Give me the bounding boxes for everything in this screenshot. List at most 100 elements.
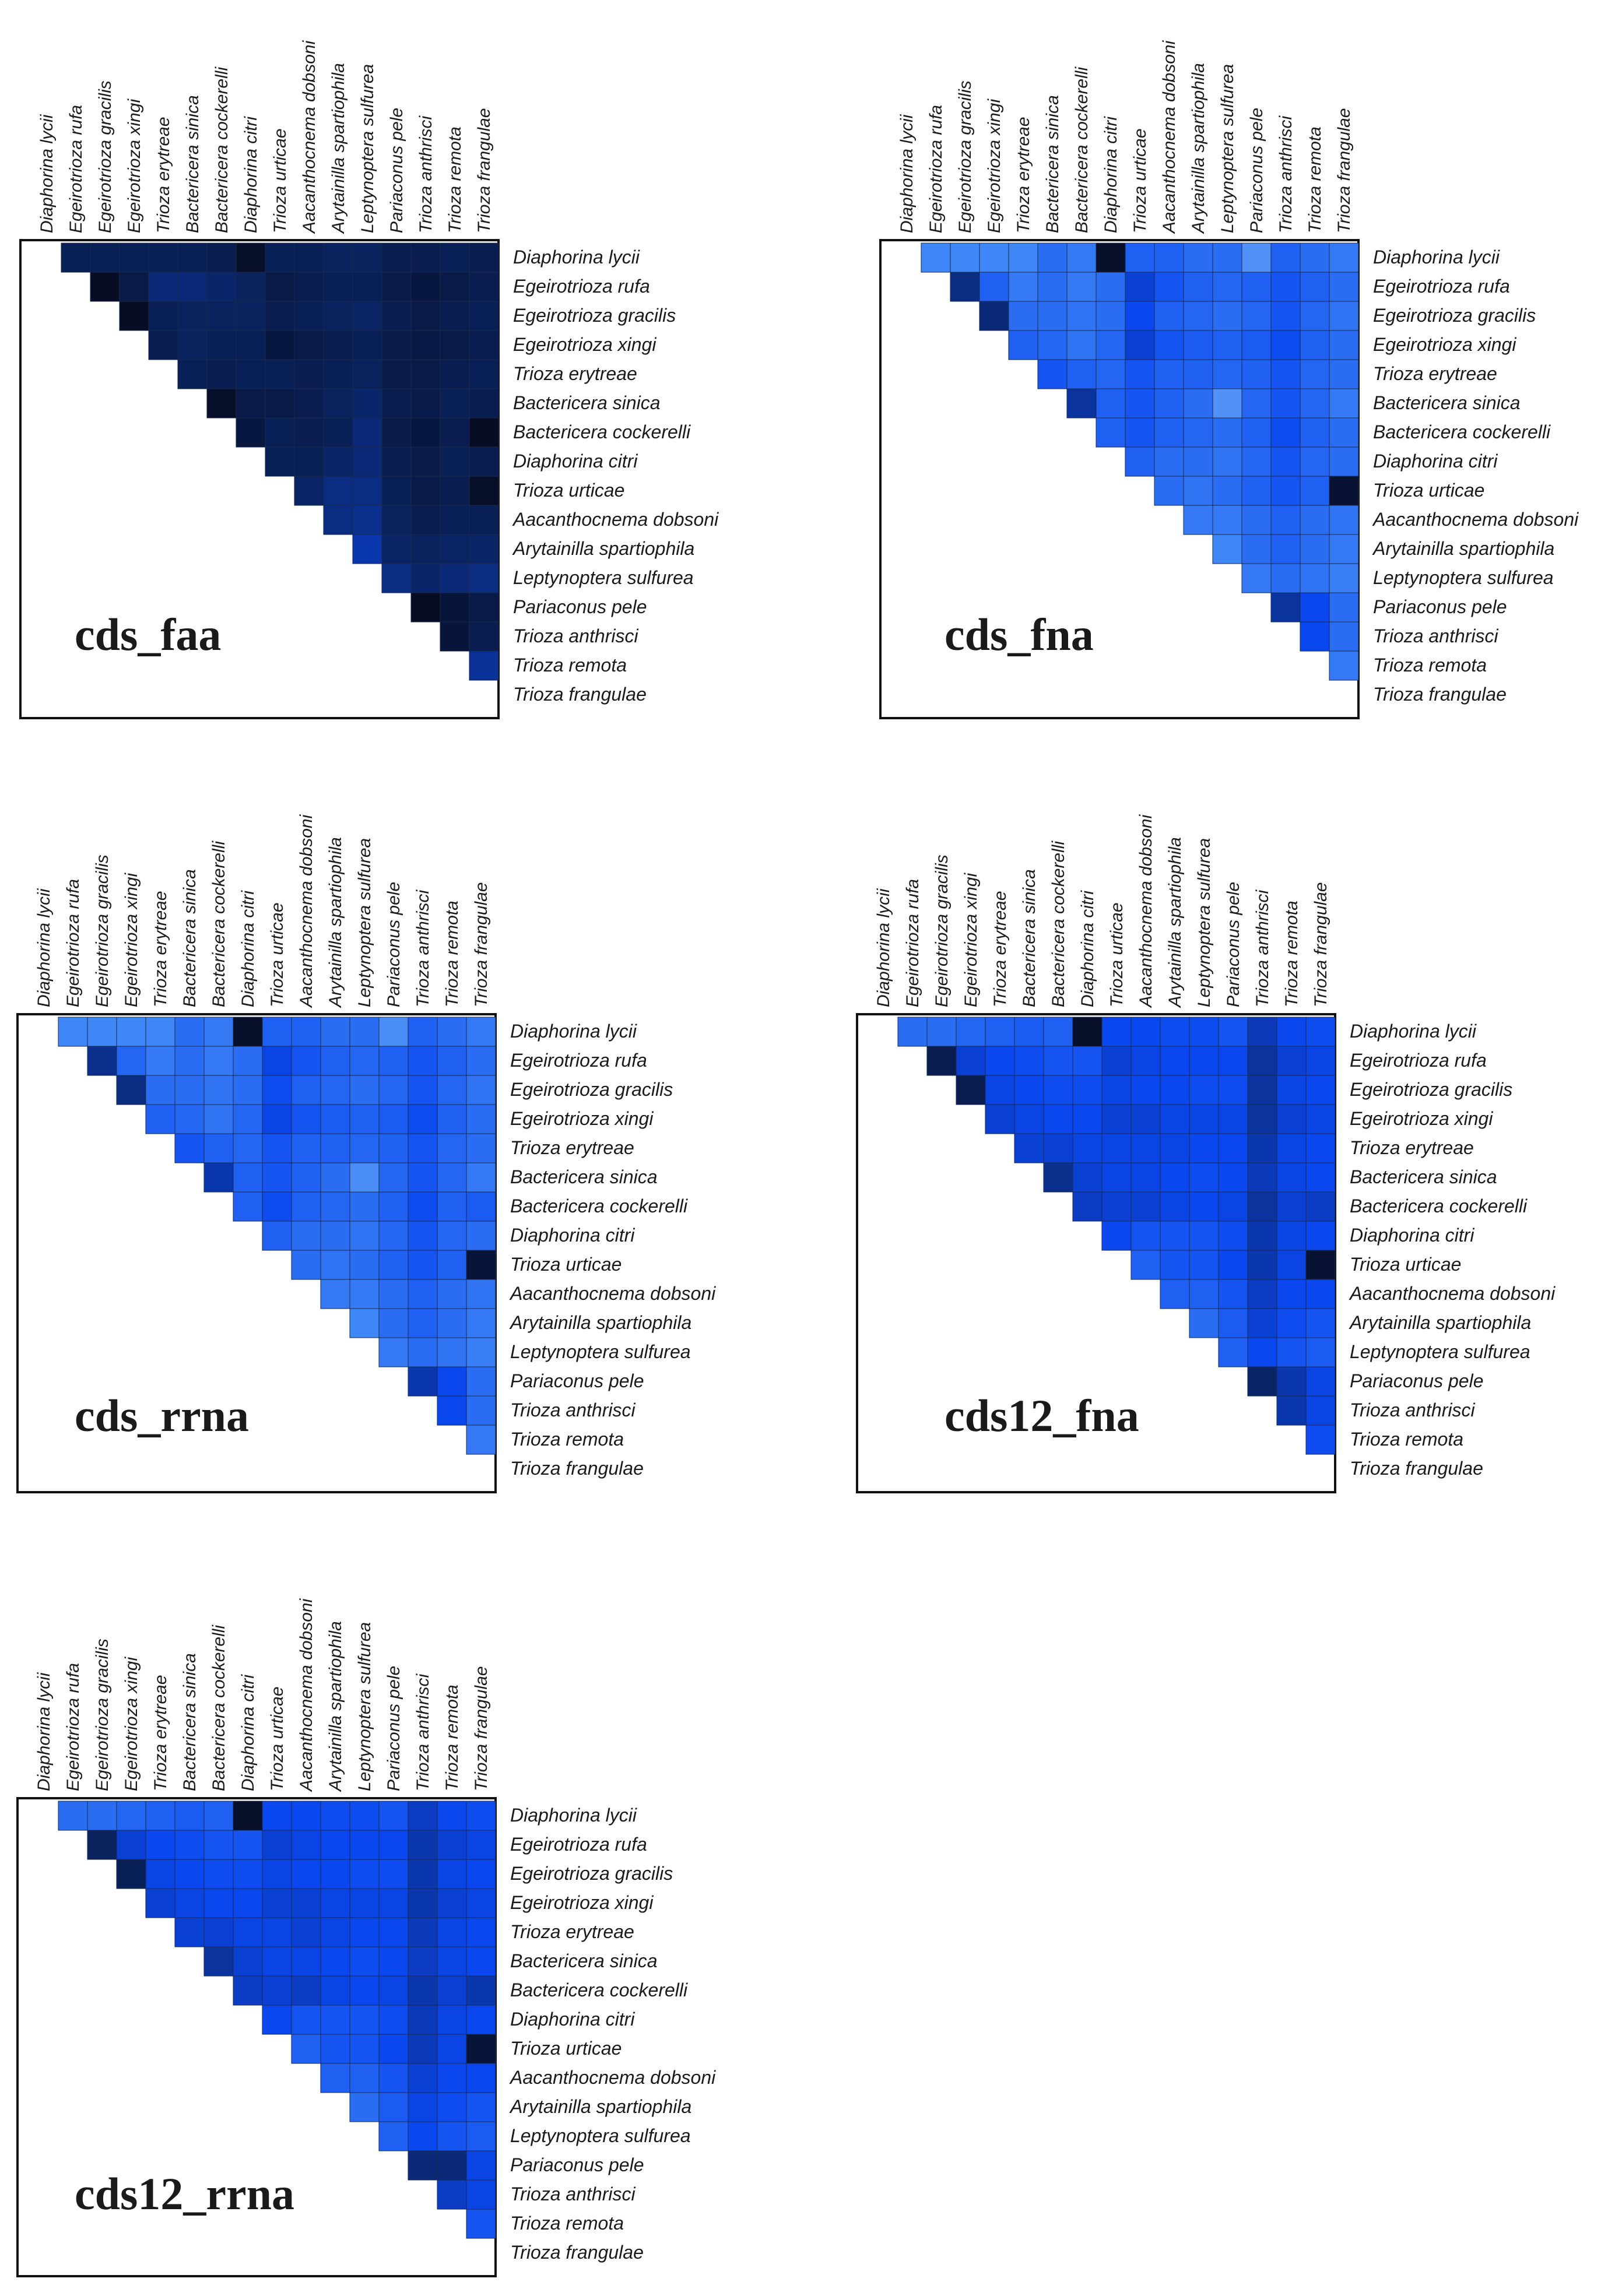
column-label: Arytainilla spartiophila (326, 1621, 345, 1792)
heatmap-cell-14-3 (440, 330, 470, 360)
column-label: Bactericera sinica (1043, 95, 1062, 233)
heatmap-cell-2-0 (950, 242, 980, 273)
heatmap-cell-12-3 (381, 330, 412, 360)
heatmap-cell-5-1 (177, 272, 208, 302)
heatmap-cell-14-5 (437, 1946, 467, 1977)
row-label: Trioza remota (510, 2213, 624, 2234)
heatmap-cell-15-5 (466, 1162, 496, 1193)
column-label: Bactericera cockerelli (212, 66, 231, 233)
heatmap-cell-8-5 (1101, 1162, 1132, 1193)
heatmap-cell-15-8 (469, 476, 499, 506)
row-label: Arytainilla spartiophila (1372, 538, 1554, 559)
heatmap-cell-11-4 (352, 359, 382, 389)
column-label: Pariaconus pele (387, 108, 406, 233)
column-label: Egeirotrioza gracilis (956, 80, 975, 233)
heatmap-cell-14-3 (437, 1104, 467, 1134)
panel-title: cds_faa (75, 609, 221, 660)
heatmap-cell-8-7 (1125, 446, 1155, 477)
heatmap-cell-11-2 (349, 1859, 380, 1889)
heatmap-cell-9-5 (291, 1162, 321, 1193)
heatmap-cell-10-6 (320, 1191, 350, 1222)
heatmap-cell-7-0 (1072, 1017, 1103, 1047)
heatmap-cell-14-6 (1276, 1191, 1307, 1222)
heatmap-cell-12-7 (1241, 446, 1272, 477)
heatmap-cell-15-9 (466, 2063, 496, 2093)
row-label: Bactericera sinica (510, 1950, 658, 1971)
column-label: Bactericera cockerelli (209, 1625, 229, 1791)
heatmap-cell-13-11 (410, 563, 441, 593)
heatmap-cell-10-4 (320, 1133, 350, 1163)
row-label: Trioza erytreae (510, 1137, 634, 1158)
heatmap-cell-7-6 (236, 417, 266, 448)
row-label: Egeirotrioza xingi (1350, 1108, 1493, 1129)
column-label: Leptynoptera sulfurea (1218, 64, 1237, 233)
heatmap-cell-7-0 (1096, 242, 1126, 273)
heatmap-cell-12-10 (1241, 534, 1272, 564)
heatmap-cell-11-7 (1212, 446, 1242, 477)
heatmap-cell-3-0 (956, 1017, 986, 1047)
heatmap-cell-15-13 (466, 1395, 496, 1426)
heatmap-cell-14-3 (1300, 330, 1330, 360)
row-label: Egeirotrioza xingi (513, 334, 656, 355)
row-label: Bactericera sinica (513, 392, 661, 413)
row-label: Egeirotrioza xingi (510, 1108, 654, 1129)
heatmap-cell-6-4 (1066, 359, 1097, 389)
heatmap-cell-10-3 (1183, 330, 1213, 360)
heatmap-cell-6-4 (203, 1133, 234, 1163)
heatmap-cell-10-5 (320, 1946, 350, 1977)
column-label: Leptynoptera sulfurea (358, 64, 377, 233)
heatmap-cell-12-11 (381, 563, 412, 593)
row-label: Aacanthocnema dobsoni (1349, 1283, 1556, 1304)
column-label: Egeirotrioza gracilis (932, 855, 952, 1007)
heatmap-cell-15-14 (1305, 1425, 1336, 1455)
heatmap-cell-9-0 (294, 242, 324, 273)
heatmap-cell-10-5 (1160, 1162, 1190, 1193)
heatmap-cell-9-3 (294, 330, 324, 360)
heatmap-cell-13-7 (1247, 1221, 1277, 1251)
heatmap-cell-9-1 (1130, 1046, 1161, 1076)
heatmap-cell-11-2 (349, 1075, 380, 1105)
heatmap-cell-14-10 (1300, 534, 1330, 564)
row-label: Trioza remota (1350, 1429, 1463, 1450)
heatmap-cell-4-0 (148, 242, 178, 273)
heatmap-cell-13-6 (408, 1191, 438, 1222)
heatmap-cell-14-4 (1276, 1133, 1307, 1163)
heatmap-cell-9-0 (291, 1017, 321, 1047)
heatmap-cell-14-10 (437, 2092, 467, 2122)
heatmap-cell-5-3 (1014, 1104, 1044, 1134)
heatmap-cell-15-3 (466, 1104, 496, 1134)
heatmap-cell-14-11 (437, 2121, 467, 2151)
heatmap-cell-5-4 (1037, 359, 1068, 389)
heatmap-cell-15-10 (466, 2092, 496, 2122)
row-label: Diaphorina lycii (510, 1021, 637, 1042)
column-label: Trioza anthrisci (413, 889, 433, 1007)
heatmap-cell-8-2 (1125, 301, 1155, 331)
heatmap-cell-13-1 (408, 1046, 438, 1076)
row-label: Trioza anthrisci (510, 2184, 636, 2204)
heatmap-cell-12-8 (1218, 1250, 1248, 1280)
heatmap-cell-12-6 (1218, 1191, 1248, 1222)
row-label: Trioza erytreae (513, 363, 637, 384)
heatmap-cell-4-3 (985, 1104, 1015, 1134)
heatmap-cell-10-2 (1160, 1075, 1190, 1105)
heatmap-cell-15-1 (1305, 1046, 1336, 1076)
heatmap-cell-9-8 (294, 476, 324, 506)
heatmap-cell-14-2 (437, 1075, 467, 1105)
heatmap-cell-13-0 (410, 242, 441, 273)
heatmap-cell-12-5 (1241, 388, 1272, 419)
row-label: Leptynoptera sulfurea (510, 2125, 691, 2146)
heatmap-cell-6-1 (206, 272, 237, 302)
heatmap-cell-12-0 (378, 1801, 409, 1831)
heatmap-cell-6-2 (1066, 301, 1097, 331)
heatmap-cell-12-3 (378, 1888, 409, 1918)
column-label: Trioza urticae (268, 1686, 287, 1791)
heatmap-cell-9-1 (294, 272, 324, 302)
heatmap-cell-14-8 (1300, 476, 1330, 506)
column-label: Egeirotrioza xingi (122, 873, 141, 1007)
heatmap-cell-15-6 (1329, 417, 1359, 448)
heatmap-cell-13-4 (1270, 359, 1301, 389)
heatmap-cell-15-13 (466, 2179, 496, 2210)
heatmap-cell-15-14 (466, 2209, 496, 2239)
heatmap-cell-10-8 (320, 2034, 350, 2064)
heatmap-cell-14-11 (437, 1337, 467, 1367)
